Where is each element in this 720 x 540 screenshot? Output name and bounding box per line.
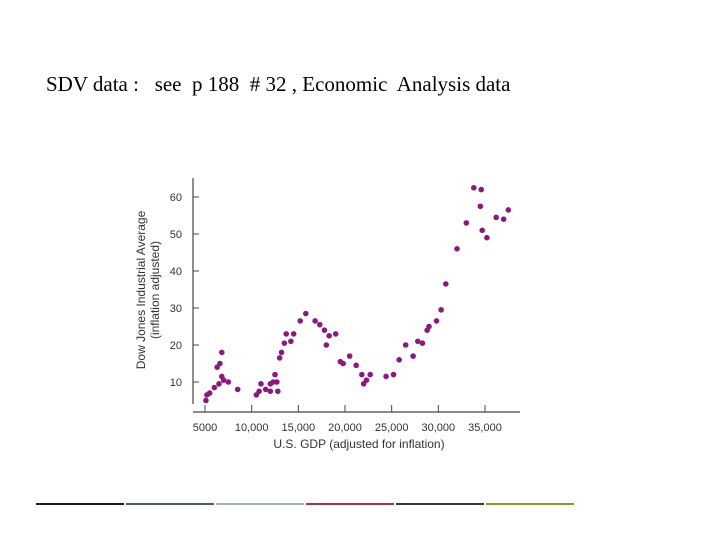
data-point [206,390,213,396]
x-tick-label: 20,000 [328,422,362,434]
data-point [419,340,426,346]
y-axis-ticks: 10 20 30 40 50 60 [170,192,199,389]
y-axis-label-line-2: (inflation adjusted) [148,241,162,339]
x-tick-label: 35,000 [468,422,502,434]
data-point [272,371,278,378]
data-point [463,220,470,226]
y-axis-label-line-1: Dow Jones Industrial Average [134,210,148,369]
chart-axes [192,178,520,413]
data-point [258,381,264,387]
data-point [256,388,262,395]
data-point [493,214,500,221]
data-point [383,373,389,380]
y-axis-label: Dow Jones Industrial Average (inflation … [134,210,162,369]
data-point [367,371,374,378]
data-point [415,338,421,345]
data-point [479,227,486,234]
data-point [346,353,353,359]
data-point [433,318,440,324]
data-point [326,332,332,339]
data-point [396,357,402,363]
data-point [219,349,225,356]
data-point [477,203,484,210]
data-point [478,186,485,193]
data-point [276,355,283,361]
data-point [484,234,490,241]
footer-bar-segment [216,503,304,505]
y-tick-label: 40 [170,266,182,278]
y-tick-label: 60 [170,192,182,204]
footer-bar-segment [126,503,214,505]
x-tick-label: 10,000 [235,422,269,434]
data-point [323,342,330,348]
data-point [278,349,285,356]
data-point [443,281,449,287]
x-tick-label: 25,000 [375,422,409,434]
x-axis-ticks: 5000 10,000 15,000 20,000 25,000 30,000 35,000 [193,405,502,434]
slide-title: SDV data : see p 188 # 32 , Economic Ana… [46,72,511,96]
data-point [363,377,370,383]
y-tick-label: 10 [170,377,182,389]
data-point [281,340,288,346]
data-point [312,318,318,324]
data-point [321,327,328,334]
data-point [353,362,360,369]
x-tick-label: 5000 [193,422,217,434]
data-point [267,388,274,395]
data-point [225,379,232,385]
data-point [216,381,222,387]
data-point [332,331,339,337]
data-point [262,386,269,393]
data-point [426,323,432,330]
y-tick-label: 30 [170,303,182,315]
data-point [505,207,512,213]
data-point [274,379,280,385]
data-point [290,331,297,337]
data-point [211,384,218,391]
x-tick-label: 30,000 [422,422,456,434]
y-tick-label: 50 [170,229,182,241]
data-point [288,338,294,345]
footer-bar-segment [36,503,124,505]
x-axis-label: U.S. GDP (adjusted for inflation) [273,437,444,451]
data-point [454,246,460,252]
data-point [220,377,227,383]
data-point [438,307,444,313]
data-point [410,353,416,359]
footer-bar-segment [486,503,574,505]
data-point [390,371,397,378]
data-point [317,321,323,328]
data-point [275,388,281,395]
x-tick-label: 15,000 [282,422,316,434]
footer-bar-segment [306,503,394,505]
data-point [297,318,304,324]
data-point [471,184,477,191]
data-point [340,360,346,367]
data-point [359,371,365,378]
footer-bar-segment [396,503,484,505]
data-point [402,342,409,348]
data-point [234,386,241,393]
data-points [203,184,512,404]
data-point [217,360,223,367]
data-point [500,216,507,222]
y-tick-label: 20 [170,340,182,352]
data-point [203,397,209,404]
data-point [283,331,290,337]
data-point [303,310,309,317]
